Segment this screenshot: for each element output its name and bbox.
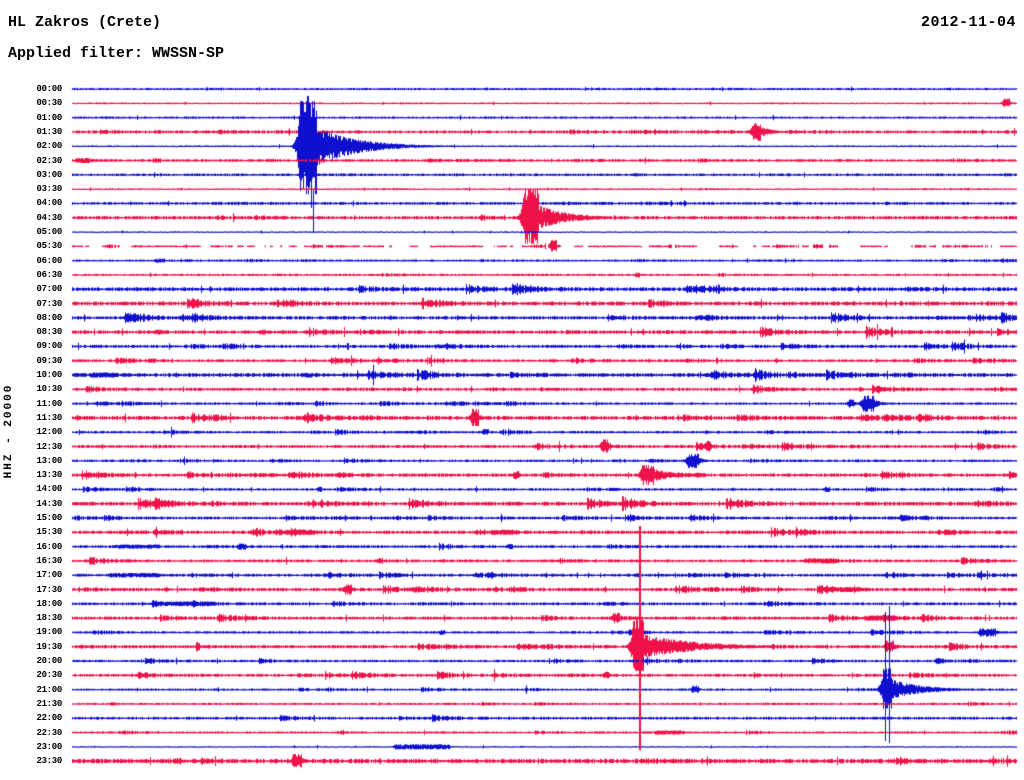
time-label-0500: 05:00 — [36, 227, 62, 237]
filter-label: Applied filter: WWSSN-SP — [8, 45, 225, 62]
time-label-0000: 00:00 — [36, 84, 62, 94]
time-label-0800: 08:00 — [36, 312, 62, 323]
time-label-0830: 08:30 — [36, 327, 62, 338]
time-label-0300: 03:00 — [36, 169, 62, 180]
time-label-0200: 02:00 — [36, 141, 62, 152]
time-label-1500: 15:00 — [36, 513, 62, 523]
time-label-0530: 05:30 — [36, 241, 62, 252]
time-label-1800: 18:00 — [36, 598, 62, 609]
time-label-0630: 06:30 — [36, 269, 62, 280]
time-label-1030: 10:30 — [36, 384, 62, 395]
time-label-1200: 12:00 — [36, 427, 62, 438]
time-label-0030: 00:30 — [36, 98, 62, 109]
time-label-1730: 17:30 — [36, 584, 62, 595]
time-label-1130: 11:30 — [36, 412, 62, 423]
time-label-0330: 03:30 — [36, 184, 62, 195]
time-label-0700: 07:00 — [36, 284, 62, 295]
time-label-1600: 16:00 — [36, 541, 62, 552]
time-label-2130: 21:30 — [36, 698, 62, 709]
time-label-1530: 15:30 — [36, 527, 62, 538]
record-date: 2012-11-04 — [920, 14, 1016, 31]
time-label-2330: 23:30 — [36, 756, 62, 767]
time-label-0900: 09:00 — [36, 341, 62, 352]
time-label-1230: 12:30 — [36, 441, 62, 452]
time-label-0100: 01:00 — [36, 112, 62, 123]
time-label-0130: 01:30 — [36, 126, 62, 137]
time-label-0230: 02:30 — [36, 155, 62, 166]
time-label-0400: 04:00 — [36, 198, 62, 209]
time-label-1400: 14:00 — [36, 484, 62, 495]
time-label-0600: 06:00 — [36, 255, 62, 266]
time-label-2000: 20:00 — [36, 656, 62, 666]
time-label-1100: 11:00 — [36, 398, 62, 409]
time-label-2100: 21:00 — [36, 684, 62, 695]
time-label-1330: 13:30 — [36, 470, 62, 481]
time-label-1930: 19:30 — [36, 641, 62, 652]
time-label-1000: 10:00 — [36, 370, 62, 380]
time-label-1900: 19:00 — [36, 627, 62, 638]
time-label-2200: 22:00 — [36, 713, 62, 724]
time-label-0930: 09:30 — [36, 355, 62, 366]
time-label-2230: 22:30 — [36, 727, 62, 738]
time-label-1700: 17:00 — [36, 570, 62, 581]
time-label-1830: 18:30 — [36, 613, 62, 624]
time-label-0430: 04:30 — [36, 212, 62, 223]
time-label-1300: 13:00 — [36, 455, 62, 466]
time-label-1430: 14:30 — [36, 498, 62, 509]
time-label-0730: 07:30 — [36, 298, 62, 309]
time-label-1630: 16:30 — [36, 555, 62, 566]
time-label-2030: 20:30 — [36, 670, 62, 681]
time-label-2300: 23:00 — [36, 741, 62, 752]
station-title: HL Zakros (Crete) — [8, 14, 162, 31]
